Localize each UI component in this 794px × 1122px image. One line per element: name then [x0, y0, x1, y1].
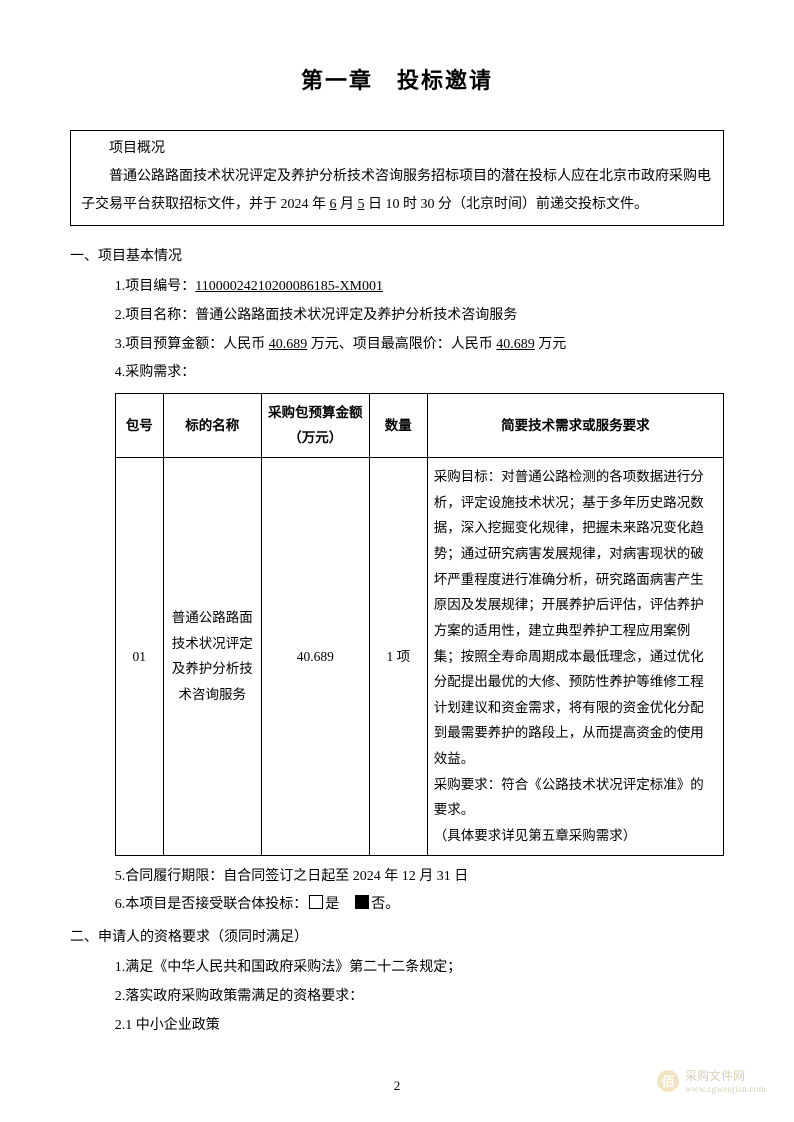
consortium-prefix: 6.本项目是否接受联合体投标：	[115, 897, 308, 912]
th-name: 标的名称	[163, 393, 261, 457]
qual-item-1: 1.满足《中华人民共和国政府采购法》第二十二条规定；	[70, 955, 724, 982]
overview-body: 普通公路路面技术状况评定及养护分析技术咨询服务招标项目的潜在投标人应在北京市政府…	[81, 163, 713, 219]
budget-suffix: 万元	[535, 337, 567, 352]
item-requirements: 4.采购需求：	[70, 360, 724, 387]
watermark-text-wrap: 采购文件网 www.cgwenjian.com	[685, 1067, 766, 1094]
requirements-table: 包号 标的名称 采购包预算金额（万元） 数量 简要技术需求或服务要求 01 普通…	[115, 393, 724, 856]
watermark: 佰 采购文件网 www.cgwenjian.com	[657, 1067, 766, 1094]
th-budget: 采购包预算金额（万元）	[261, 393, 369, 457]
td-pkg-no: 01	[115, 458, 163, 856]
watermark-badge-icon: 佰	[657, 1070, 679, 1092]
item-project-no: 1.项目编号：11000024210200086185-XM001	[70, 274, 724, 301]
td-qty: 1 项	[369, 458, 427, 856]
checkbox-yes	[309, 895, 323, 909]
label-project-no: 1.项目编号：	[115, 279, 196, 294]
section2-heading: 二、申请人的资格要求（须同时满足）	[70, 925, 724, 952]
budget-value-2: 40.689	[496, 337, 535, 352]
td-budget: 40.689	[261, 458, 369, 856]
item-project-name: 2.项目名称：普通公路路面技术状况评定及养护分析技术咨询服务	[70, 303, 724, 330]
th-desc: 简要技术需求或服务要求	[427, 393, 723, 457]
watermark-text: 采购文件网	[685, 1067, 766, 1084]
item-consortium: 6.本项目是否接受联合体投标： 是 否。	[70, 892, 724, 919]
overview-month: 6	[330, 197, 337, 212]
chapter-title: 第一章 投标邀请	[70, 60, 724, 102]
desc-p1: 采购目标：对普通公路检测的各项数据进行分析，评定设施技术状况；基于多年历史路况数…	[434, 464, 717, 772]
overview-day: 5	[358, 197, 365, 212]
td-desc: 采购目标：对普通公路检测的各项数据进行分析，评定设施技术状况；基于多年历史路况数…	[427, 458, 723, 856]
budget-prefix: 3.项目预算金额：人民币	[115, 337, 269, 352]
overview-between: 月	[337, 197, 358, 212]
overview-heading: 项目概况	[81, 135, 713, 163]
value-project-no: 11000024210200086185-XM001	[195, 279, 383, 294]
overview-suffix: 日 10 时 30 分（北京时间）前递交投标文件。	[365, 197, 649, 212]
desc-p3: （具体要求详见第五章采购需求）	[434, 823, 717, 849]
page: 第一章 投标邀请 项目概况 普通公路路面技术状况评定及养护分析技术咨询服务招标项…	[0, 0, 794, 1081]
watermark-url: www.cgwenjian.com	[685, 1084, 766, 1094]
item-contract-period: 5.合同履行期限：自合同签订之日起至 2024 年 12 月 31 日	[70, 864, 724, 891]
qual-item-2-1: 2.1 中小企业政策	[70, 1013, 724, 1040]
opt-yes: 是	[325, 897, 339, 912]
budget-value-1: 40.689	[269, 337, 308, 352]
budget-mid: 万元、项目最高限价：人民币	[307, 337, 496, 352]
opt-no: 否。	[371, 897, 399, 912]
qual-item-2: 2.落实政府采购政策需满足的资格要求：	[70, 984, 724, 1011]
th-pkg-no: 包号	[115, 393, 163, 457]
overview-box: 项目概况 普通公路路面技术状况评定及养护分析技术咨询服务招标项目的潜在投标人应在…	[70, 130, 724, 226]
td-name: 普通公路路面技术状况评定及养护分析技术咨询服务	[163, 458, 261, 856]
th-qty: 数量	[369, 393, 427, 457]
section1-heading: 一、项目基本情况	[70, 244, 724, 271]
item-budget: 3.项目预算金额：人民币 40.689 万元、项目最高限价：人民币 40.689…	[70, 332, 724, 359]
checkbox-no	[355, 895, 369, 909]
table-header-row: 包号 标的名称 采购包预算金额（万元） 数量 简要技术需求或服务要求	[115, 393, 723, 457]
desc-p2: 采购要求：符合《公路技术状况评定标准》的要求。	[434, 772, 717, 823]
table-row: 01 普通公路路面技术状况评定及养护分析技术咨询服务 40.689 1 项 采购…	[115, 458, 723, 856]
requirements-table-wrap: 包号 标的名称 采购包预算金额（万元） 数量 简要技术需求或服务要求 01 普通…	[70, 393, 724, 856]
